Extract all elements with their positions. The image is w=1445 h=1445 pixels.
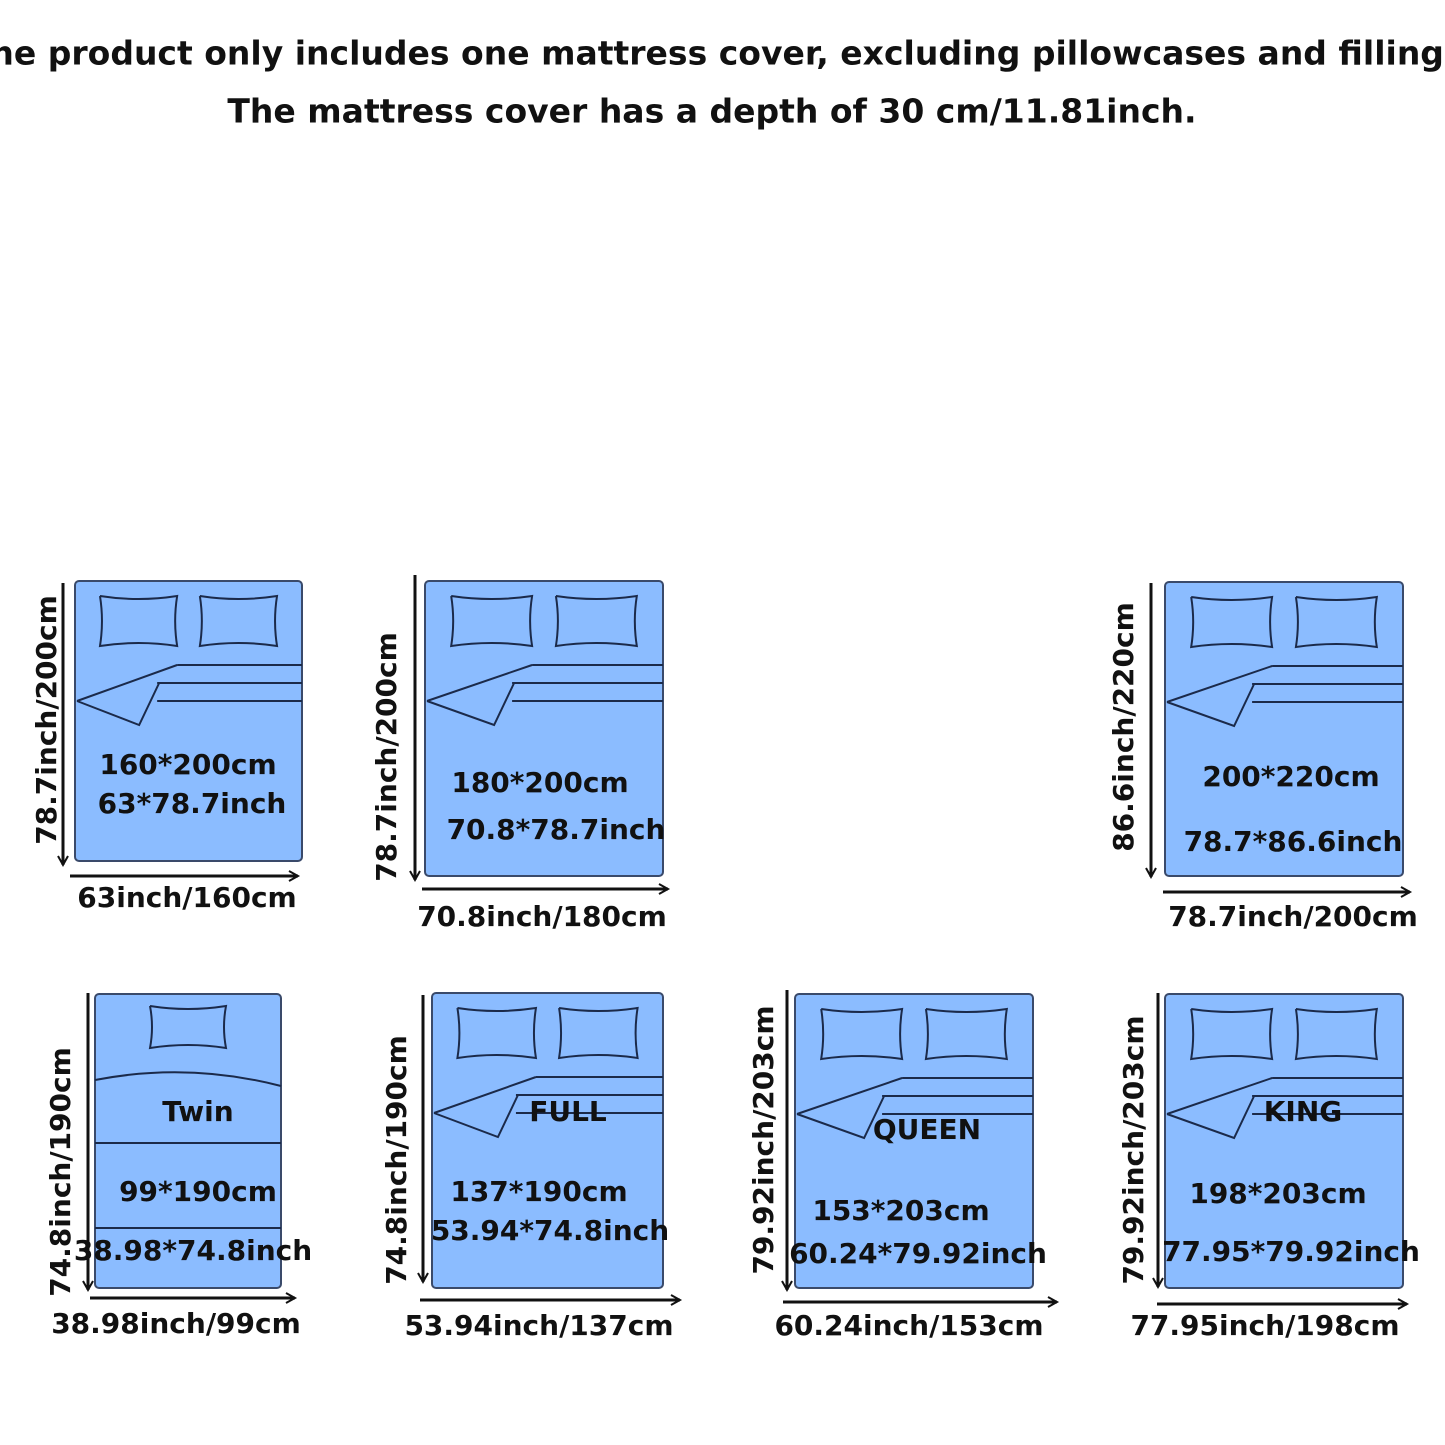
width-label: 70.8inch/180cm bbox=[417, 900, 667, 933]
length-label: 78.7inch/200cm bbox=[370, 632, 403, 882]
sheet-fold bbox=[433, 1076, 537, 1139]
size-inch: 38.98*74.8inch bbox=[74, 1234, 312, 1267]
pillow bbox=[924, 1007, 1009, 1061]
arrow-head bbox=[417, 1272, 429, 1285]
bed bbox=[94, 993, 282, 1289]
sheet-fold bbox=[76, 664, 178, 727]
size-name: Twin bbox=[162, 1095, 233, 1128]
arrow-head bbox=[1145, 867, 1157, 880]
header-line: The product only includes one mattress c… bbox=[0, 34, 1445, 73]
size-cm: 180*200cm bbox=[451, 766, 628, 799]
width-label: 63inch/160cm bbox=[77, 881, 296, 914]
size-inch: 70.8*78.7inch bbox=[447, 813, 666, 846]
pillow bbox=[1189, 1007, 1274, 1061]
length-label: 86.6inch/220cm bbox=[1107, 602, 1140, 852]
size-inch: 77.95*79.92inch bbox=[1162, 1235, 1420, 1268]
arrow-head bbox=[658, 883, 671, 895]
width-label: 60.24inch/153cm bbox=[774, 1309, 1043, 1342]
width-label: 53.94inch/137cm bbox=[404, 1309, 673, 1342]
pillow bbox=[1189, 595, 1274, 649]
size-inch: 63*78.7inch bbox=[98, 787, 287, 820]
arrow-head bbox=[781, 1280, 793, 1293]
length-label: 74.8inch/190cm bbox=[44, 1047, 77, 1297]
bed bbox=[1164, 581, 1404, 877]
size-name: QUEEN bbox=[873, 1113, 981, 1146]
header-line: The mattress cover has a depth of 30 cm/… bbox=[227, 92, 1196, 131]
sheet-fold bbox=[796, 1077, 903, 1140]
arrow-head bbox=[1400, 886, 1413, 898]
size-cm: 137*190cm bbox=[450, 1175, 627, 1208]
pillow bbox=[198, 594, 279, 648]
size-cm: 160*200cm bbox=[99, 748, 276, 781]
sheet-fold bbox=[426, 664, 533, 727]
bed bbox=[431, 992, 664, 1289]
length-label: 79.92inch/203cm bbox=[747, 1005, 780, 1274]
size-inch: 60.24*79.92inch bbox=[789, 1237, 1047, 1270]
bed bbox=[74, 580, 303, 862]
width-label: 38.98inch/99cm bbox=[51, 1307, 301, 1340]
pillow bbox=[819, 1007, 904, 1061]
sheet-fold bbox=[1166, 1077, 1273, 1140]
pillow bbox=[1294, 595, 1379, 649]
arrow-head bbox=[1047, 1296, 1060, 1308]
arrow-head bbox=[1397, 1298, 1410, 1310]
size-cm: 200*220cm bbox=[1202, 760, 1379, 793]
arrow-head bbox=[1152, 1277, 1164, 1290]
arrow-head bbox=[82, 1280, 94, 1293]
pillow bbox=[449, 594, 534, 648]
pillow bbox=[1294, 1007, 1379, 1061]
size-name: FULL bbox=[529, 1095, 607, 1128]
size-cm: 153*203cm bbox=[812, 1194, 989, 1227]
pillow bbox=[557, 1006, 639, 1060]
width-label: 78.7inch/200cm bbox=[1168, 900, 1418, 933]
arrow-head bbox=[288, 870, 301, 882]
arrow-head bbox=[57, 855, 69, 868]
pillow bbox=[98, 594, 179, 648]
arrow-head bbox=[409, 870, 421, 883]
pillow bbox=[148, 1004, 228, 1050]
size-cm: 198*203cm bbox=[1189, 1177, 1366, 1210]
bed bbox=[794, 993, 1034, 1289]
sheet-edge bbox=[94, 1071, 282, 1087]
pillow bbox=[554, 594, 639, 648]
width-label: 77.95inch/198cm bbox=[1130, 1309, 1399, 1342]
arrow-head bbox=[670, 1294, 683, 1306]
bed bbox=[424, 580, 664, 877]
length-label: 79.92inch/203cm bbox=[1117, 1015, 1150, 1284]
arrow-head bbox=[285, 1292, 298, 1304]
size-cm: 99*190cm bbox=[119, 1175, 277, 1208]
size-inch: 53.94*74.8inch bbox=[431, 1214, 669, 1247]
length-label: 78.7inch/200cm bbox=[30, 595, 63, 845]
size-name: KING bbox=[1264, 1095, 1343, 1128]
length-label: 74.8inch/190cm bbox=[380, 1035, 413, 1285]
bed bbox=[1164, 993, 1404, 1289]
size-inch: 78.7*86.6inch bbox=[1184, 825, 1403, 858]
pillow bbox=[456, 1006, 538, 1060]
sheet-fold bbox=[1166, 665, 1273, 728]
